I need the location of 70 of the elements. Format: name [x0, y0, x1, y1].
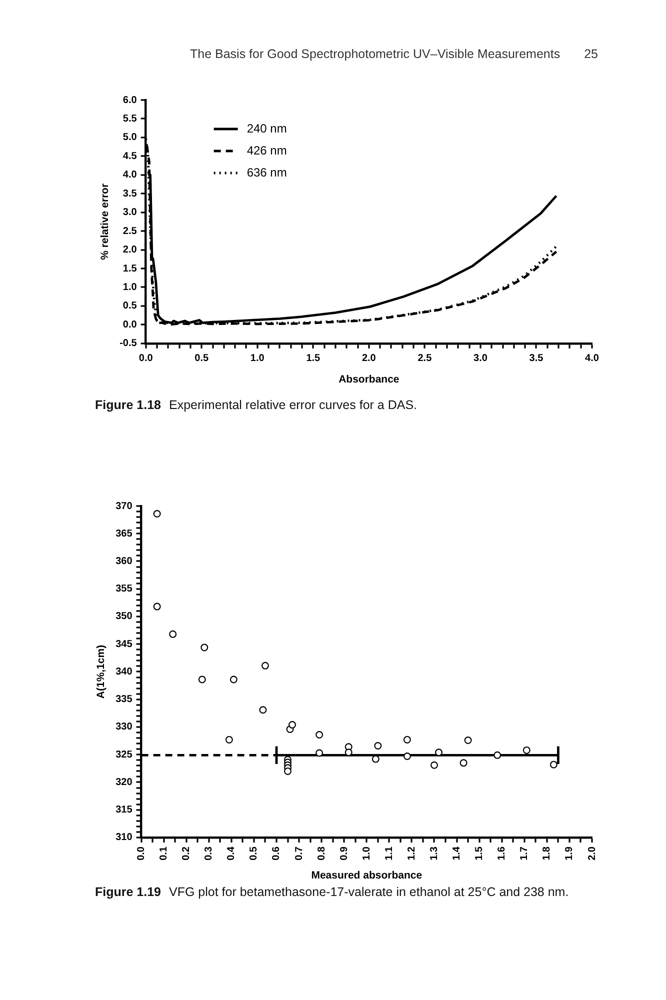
x-tick-label: 0.4 [226, 846, 238, 860]
y-tick-label: 5.0 [122, 132, 138, 144]
legend-label: 426 nm [246, 143, 287, 158]
y-tick-label: 325 [116, 749, 133, 760]
y-tick-label: 6.0 [122, 94, 138, 106]
y-tick-label: 3.5 [122, 188, 138, 200]
y-tick-label: 1.5 [122, 263, 138, 274]
y-tick-label: 350 [116, 611, 133, 622]
x-tick-label: 1.8 [542, 846, 553, 860]
x-tick-label: 1.5 [306, 353, 321, 364]
y-tick-label: 360 [116, 556, 133, 567]
y-tick-label: 340 [116, 666, 133, 678]
y-tick-label: 0.5 [122, 300, 138, 312]
x-tick-label: 0.7 [294, 846, 305, 860]
y-tick-label: 320 [116, 777, 133, 788]
x-tick-label: 1.9 [564, 846, 576, 860]
x-axis-title: Absorbance [338, 374, 400, 386]
x-tick-label: 0.5 [194, 353, 209, 364]
y-tick-label: 1.0 [122, 282, 138, 293]
y-tick-label: 4.5 [122, 150, 138, 162]
legend-label: 240 nm [246, 121, 287, 136]
y-tick-label: 330 [116, 722, 133, 733]
x-tick-label: 1.2 [406, 846, 418, 860]
x-tick-label: 1.1 [384, 846, 395, 860]
x-tick-label: 1.4 [452, 846, 463, 860]
x-tick-label: 3.5 [529, 353, 544, 364]
x-tick-label: 2.0 [586, 846, 598, 860]
x-tick-label: 0.5 [248, 846, 260, 860]
text: The Basis for Good Spectrophotometric UV–Visible Measurements [190, 47, 560, 61]
text: Figure 1.18 [95, 398, 161, 412]
legend-label: 636 nm [246, 165, 287, 180]
x-tick-label: 0.0 [136, 846, 148, 860]
x-tick-label: 1.5 [474, 846, 486, 860]
text: 25 [584, 47, 598, 61]
y-tick-label: -0.5 [120, 338, 138, 350]
y-tick-label: 2.0 [122, 244, 138, 256]
x-tick-label: 1.0 [361, 846, 372, 860]
x-tick-label: 1.3 [429, 846, 440, 860]
x-axis-title: Measured absorbance [311, 870, 422, 882]
x-tick-label: 1.6 [496, 846, 508, 860]
y-axis-title: % relative error [99, 183, 112, 260]
x-tick-label: 1.0 [250, 353, 265, 364]
y-axis-title: A(1%,1cm) [95, 644, 108, 699]
x-tick-label: 0.2 [181, 846, 192, 860]
x-tick-label: 0.8 [316, 846, 328, 860]
x-tick-label: 0.1 [158, 846, 170, 860]
text: VFG plot for betamethasone-17-valerate in ethanol at 25°C and 238 nm. [169, 885, 569, 899]
y-tick-label: 345 [116, 638, 133, 650]
x-tick-label: 0.3 [204, 846, 215, 860]
x-tick-label: 4.0 [585, 353, 600, 364]
y-tick-label: 365 [116, 528, 133, 540]
y-tick-label: 355 [116, 584, 133, 595]
x-tick-label: 2.0 [362, 353, 376, 364]
x-tick-label: 2.5 [418, 353, 432, 364]
y-tick-label: 370 [116, 500, 133, 512]
y-tick-label: 335 [116, 694, 133, 706]
y-tick-label: 310 [116, 832, 133, 844]
x-tick-label: 1.7 [519, 846, 530, 860]
y-tick-label: 4.0 [122, 170, 138, 181]
x-tick-label: 0.6 [271, 846, 282, 860]
x-tick-label: 0.0 [138, 353, 154, 364]
y-tick-label: 2.5 [122, 226, 138, 237]
text: Experimental relative error curves for a DAS. [169, 398, 418, 412]
y-tick-label: 315 [116, 804, 133, 816]
text: Figure 1.19 [95, 885, 161, 899]
y-tick-label: 0.0 [122, 319, 138, 330]
y-tick-label: 3.0 [122, 207, 138, 218]
x-tick-label: 0.9 [338, 846, 350, 860]
y-tick-label: 5.5 [122, 113, 138, 124]
x-tick-label: 3.0 [474, 353, 488, 364]
